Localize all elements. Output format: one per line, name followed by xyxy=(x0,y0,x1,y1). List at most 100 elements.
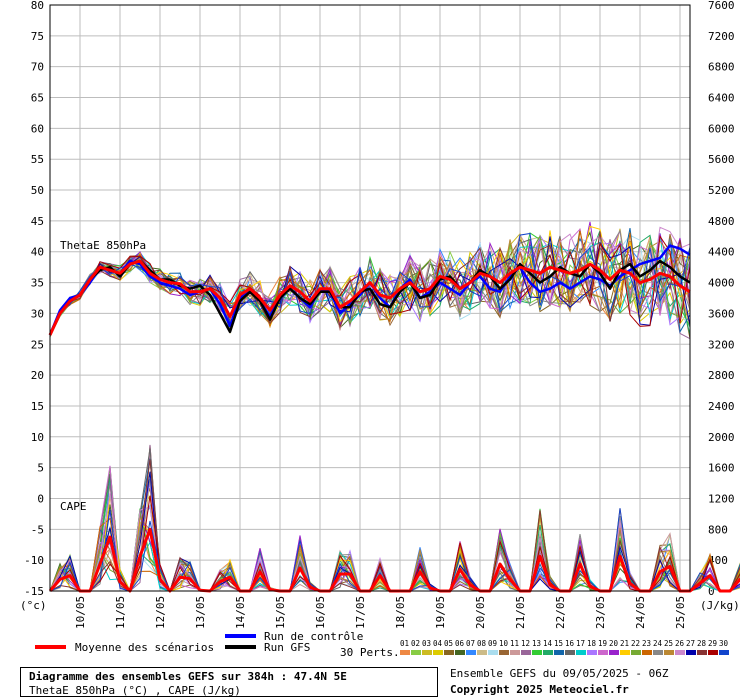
x-tick-label: 16/05 xyxy=(314,596,327,629)
perturbation-label: 28 xyxy=(697,639,707,648)
left-tick-label: 40 xyxy=(31,246,44,259)
right-tick-label: 0 xyxy=(708,585,715,598)
right-tick-label: 5600 xyxy=(708,153,735,166)
right-tick-label: 1600 xyxy=(708,462,735,475)
right-tick-label: 1200 xyxy=(708,492,735,505)
perturbation-swatch xyxy=(664,650,674,655)
right-tick-label: 7200 xyxy=(708,30,735,43)
perturbation-swatch xyxy=(554,650,564,655)
perturbation-label: 25 xyxy=(664,639,673,648)
right-tick-label: 4400 xyxy=(708,246,735,259)
info-box: Diagramme des ensembles GEFS sur 384h : … xyxy=(20,667,438,697)
cape-panel-label: CAPE xyxy=(60,500,87,513)
info-title: Diagramme des ensembles GEFS sur 384h : … xyxy=(29,670,347,683)
left-tick-label: 15 xyxy=(31,400,44,413)
thetae-member-line xyxy=(49,232,691,334)
thetae-panel-label: ThetaE 850hPa xyxy=(60,239,146,252)
copyright: Copyright 2025 Meteociel.fr xyxy=(450,683,629,696)
left-tick-label: 10 xyxy=(31,431,44,444)
right-tick-label: 5200 xyxy=(708,184,735,197)
left-tick-label: 25 xyxy=(31,338,44,351)
perturbation-swatch xyxy=(466,650,476,655)
ensemble-chart: 80757065605550454035302520151050-5-10-15… xyxy=(20,0,740,659)
perturbation-legend: 01 02 03 04 05 06 07 08 09 10 11 12 13 14 15 16 17 18 19 20… xyxy=(400,639,729,655)
perturbation-swatch xyxy=(400,650,410,655)
info-subtitle: ThetaE 850hPa (°C) , CAPE (J/kg) xyxy=(29,684,241,697)
perturbation-swatch xyxy=(499,650,509,655)
x-tick-label: 15/05 xyxy=(274,596,287,629)
perturbation-swatch xyxy=(543,650,553,655)
x-tick-label: 21/05 xyxy=(514,596,527,629)
left-tick-label: 70 xyxy=(31,61,44,74)
plot-frame xyxy=(49,4,691,592)
perturbation-label: 12 xyxy=(521,639,530,648)
perturbation-swatch xyxy=(455,650,465,655)
perturbation-swatch xyxy=(697,650,707,655)
perturbation-swatch xyxy=(477,650,487,655)
x-tick-label: 10/05 xyxy=(74,596,87,629)
left-tick-label: 75 xyxy=(31,30,44,43)
perturbation-label: 23 xyxy=(642,639,651,648)
left-tick-label: 35 xyxy=(31,277,44,290)
x-tick-label: 20/05 xyxy=(474,596,487,629)
perturbation-label: 01 xyxy=(400,639,409,648)
x-tick-label: 18/05 xyxy=(394,596,407,629)
left-tick-label: -5 xyxy=(31,523,44,536)
right-tick-label: 6800 xyxy=(708,61,735,74)
left-tick-label: 80 xyxy=(31,0,44,12)
right-tick-label: 2800 xyxy=(708,369,735,382)
perturbation-label: 18 xyxy=(587,639,597,648)
perturbation-swatch xyxy=(653,650,663,655)
x-tick-label: 23/05 xyxy=(594,596,607,629)
perturbation-swatch xyxy=(620,650,630,655)
right-tick-label: 800 xyxy=(708,523,728,536)
left-tick-label: -15 xyxy=(24,585,44,598)
perturbation-label: 20 xyxy=(609,639,619,648)
perturbation-swatch xyxy=(598,650,608,655)
perturbation-swatch xyxy=(587,650,597,655)
perturbation-label: 11 xyxy=(510,639,519,648)
right-tick-label: 4000 xyxy=(708,277,735,290)
perturbation-label: 22 xyxy=(631,639,640,648)
perturbation-swatch xyxy=(565,650,575,655)
perturbation-swatch xyxy=(433,650,443,655)
x-tick-label: 14/05 xyxy=(234,596,247,629)
perturbation-swatch xyxy=(675,650,685,655)
x-tick-label: 13/05 xyxy=(194,596,207,629)
perturbation-swatch xyxy=(422,650,432,655)
left-tick-label: 60 xyxy=(31,122,44,135)
right-axis-unit: (J/kg) xyxy=(700,599,740,612)
x-tick-label: 25/05 xyxy=(674,596,687,629)
perturbation-swatch xyxy=(521,650,531,655)
x-tick-label: 11/05 xyxy=(114,596,127,629)
run-label: Ensemble GEFS du 09/05/2025 - 06Z xyxy=(450,667,669,680)
thetae-series-line xyxy=(48,259,691,336)
perturbation-label: 24 xyxy=(653,639,663,648)
x-axis-ticks: 10/05 11/05 12/05 13/05 14/05 15/05 16/05 17/05… xyxy=(74,596,687,629)
right-tick-label: 6000 xyxy=(708,122,735,135)
perturbation-swatch xyxy=(686,650,696,655)
x-tick-label: 24/05 xyxy=(634,596,647,629)
perturbation-swatch xyxy=(642,650,652,655)
run-info: Ensemble GEFS du 09/05/2025 - 06Z Copyri… xyxy=(450,666,669,698)
perturbation-swatch xyxy=(631,650,641,655)
perturbation-legend-title: 30 Perts. xyxy=(340,646,400,659)
left-tick-label: 5 xyxy=(37,462,44,475)
perturbation-label: 03 xyxy=(422,639,431,648)
perturbation-label: 21 xyxy=(620,639,629,648)
perturbation-swatch xyxy=(444,650,454,655)
left-tick-label: 55 xyxy=(31,153,44,166)
left-tick-label: -10 xyxy=(24,554,44,567)
perturbation-swatch xyxy=(609,650,619,655)
left-tick-label: 20 xyxy=(31,369,44,382)
right-tick-label: 3200 xyxy=(708,338,735,351)
perturbation-swatch xyxy=(708,650,718,655)
left-axis-unit: (°c) xyxy=(20,599,47,612)
perturbation-swatch xyxy=(510,650,520,655)
perturbation-label: 16 xyxy=(565,639,575,648)
perturbation-label: 10 xyxy=(499,639,509,648)
perturbation-label: 29 xyxy=(708,639,717,648)
perturbation-label: 17 xyxy=(576,639,585,648)
perturbation-swatch xyxy=(719,650,729,655)
